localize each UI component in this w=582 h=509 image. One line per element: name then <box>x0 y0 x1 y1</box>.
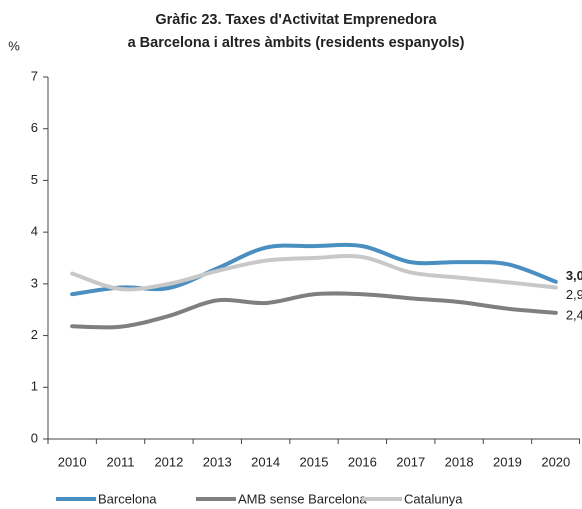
y-tick-label: 7 <box>31 68 38 83</box>
x-tick-label: 2016 <box>348 454 377 469</box>
x-tick-label: 2014 <box>251 454 280 469</box>
line-series <box>70 254 558 292</box>
chart-title: Gràfic 23. Taxes d'Activitat Emprenedora <box>155 12 437 28</box>
y-tick-label: 0 <box>31 430 38 445</box>
y-tick-label: 6 <box>31 120 38 135</box>
x-tick-label: 2010 <box>58 454 87 469</box>
legend-label: Catalunya <box>404 491 463 506</box>
x-tick-label: 2012 <box>154 454 183 469</box>
x-tick-label: 2011 <box>107 454 135 469</box>
y-tick-label: 3 <box>31 275 38 290</box>
line-series <box>70 242 558 297</box>
line-series <box>70 291 558 330</box>
x-tick-label: 2019 <box>493 454 522 469</box>
data-label: 3,0 <box>566 268 582 283</box>
y-tick-label: 2 <box>31 327 38 342</box>
y-tick-label: 4 <box>31 224 38 239</box>
legend-label: Barcelona <box>98 491 157 506</box>
x-tick-label: 2017 <box>396 454 425 469</box>
data-label: 2,4 <box>566 307 582 322</box>
data-label: 2,9 <box>566 287 582 302</box>
y-tick-label: 5 <box>31 172 38 187</box>
x-tick-label: 2015 <box>300 454 329 469</box>
legend-label: AMB sense Barcelona <box>238 491 367 506</box>
x-tick-label: 2013 <box>203 454 232 469</box>
y-axis-label: % <box>8 38 20 53</box>
x-tick-label: 2018 <box>445 454 474 469</box>
x-tick-label: 2020 <box>541 454 570 469</box>
chart-subtitle: a Barcelona i altres àmbits (residents e… <box>128 35 465 51</box>
y-tick-label: 1 <box>31 379 38 394</box>
